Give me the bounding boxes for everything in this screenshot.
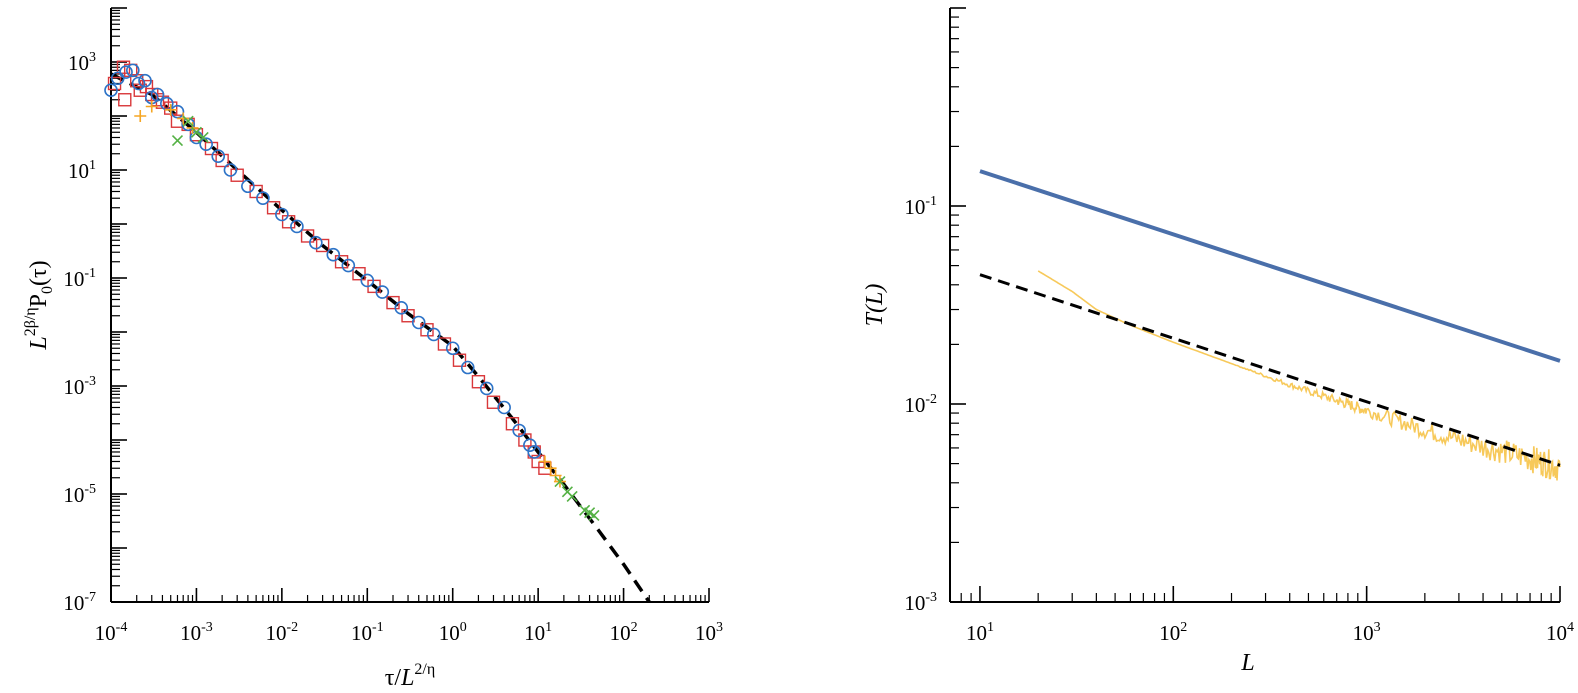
y-axis-label-text: L2β/ηP0(τ) [22,260,56,350]
data-point [326,247,341,262]
data-point [401,309,415,323]
data-point [512,423,526,438]
x-tick-label: 101 [524,620,552,645]
data-point [190,126,202,138]
data-point [486,395,501,409]
x-tick-label: 103 [1353,620,1381,645]
right-chart: 101 102 103 104 10-1 10-2 10-3 L T(L) [862,7,1574,676]
data-point [352,267,366,281]
data-point [437,337,452,351]
x-tick-label: 10-4 [95,620,128,645]
x-tick-label: 101 [966,620,994,645]
data-point [334,255,349,269]
data-point [215,153,229,168]
y-axis-label: L2β/ηP0(τ) [22,260,56,350]
fit-line [110,72,651,603]
y-tick-label: 10-2 [904,392,937,417]
y-tick-label: 103 [68,50,96,75]
data-point [360,273,375,288]
data-point [197,131,209,144]
data-point [266,201,281,215]
data-point [241,179,255,194]
data-point [341,258,356,273]
data-point [164,103,177,116]
data-point [119,65,133,79]
data-point [177,112,190,125]
data-point [256,191,270,206]
data-point [150,87,165,102]
data-point [223,163,238,177]
data-point [445,341,460,356]
data-point [171,135,184,147]
x-tick-label: 103 [695,620,723,645]
data-point [538,455,551,468]
y-tick-label: 10-1 [904,194,937,219]
upper-series-line [979,169,1561,363]
data-point [118,93,132,107]
x-tick-label: 102 [610,620,638,645]
data-point [104,83,118,98]
data-point [460,360,475,375]
data-point [497,400,511,415]
series-square [107,60,552,475]
data-point [544,462,557,475]
data-point [523,438,537,453]
x-axis-label: L [1240,650,1254,676]
data-point [426,327,441,342]
data-point [566,490,578,503]
data-point [394,301,409,315]
series-plus [134,100,566,488]
data-point [199,137,213,152]
data-point [182,115,194,127]
data-point [527,445,542,459]
x-tick-label: 104 [1546,620,1574,645]
data-point [554,475,566,488]
data-point [375,285,390,299]
data-point [588,509,600,522]
data-point [479,381,494,396]
x-tick-label: 100 [439,620,467,645]
y-tick-label: 10-3 [63,374,96,399]
y-tick-label: 10-1 [63,266,96,291]
data-point [211,149,226,164]
series-circle [104,63,542,459]
left-chart: 10-4 10-3 10-2 10-1 100 101 102 103 103 101 10-1 10… [22,7,723,691]
data-point [290,219,304,234]
data-point [411,315,426,330]
data-point [420,323,434,337]
data-point [134,110,147,122]
y-axis-label: T(L) [862,284,888,327]
data-point [131,76,146,91]
data-point [126,63,140,78]
data-point [309,235,323,250]
data-point [315,238,330,253]
data-point [138,73,152,88]
y-tick-label: 10-7 [63,590,96,615]
x-tick-label: 10-2 [266,620,299,645]
x-tick-label: 102 [1159,620,1187,645]
data-point [145,100,158,113]
y-tick-label: 10-5 [63,482,96,507]
series-cross [171,115,600,522]
fit-dashed-line [979,273,1561,467]
y-tick-label: 101 [68,158,96,183]
y-tick-label: 10-3 [904,590,937,615]
data-point [471,375,486,389]
data-point [300,229,315,243]
data-point [549,469,562,482]
x-axis-label: τ/L2/η [385,661,435,691]
x-tick-label: 10-1 [351,620,384,645]
data-point [275,207,289,222]
measured-series-line [1037,270,1561,481]
data-point [452,353,467,367]
y-axis-label-text: T(L) [862,284,888,327]
x-tick-label: 10-3 [180,620,213,645]
